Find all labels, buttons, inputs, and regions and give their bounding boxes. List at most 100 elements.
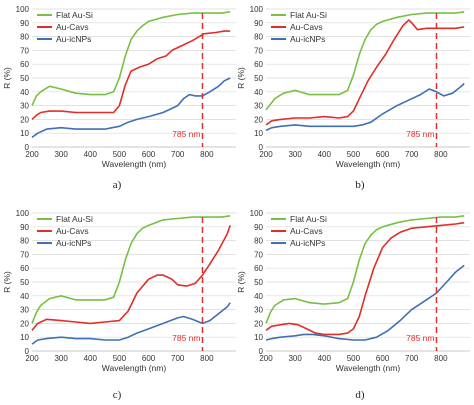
y-tick-label: 0 xyxy=(25,143,30,152)
y-axis-label: R (%) xyxy=(236,67,246,89)
y-tick-label: 20 xyxy=(20,115,29,124)
x-tick-label: 700 xyxy=(405,354,419,363)
y-tick-label: 70 xyxy=(20,250,29,259)
x-tick-label: 700 xyxy=(171,354,185,363)
x-tick-label: 300 xyxy=(288,150,302,159)
x-tick-label: 800 xyxy=(434,354,448,363)
y-tick-label: 0 xyxy=(259,347,264,356)
y-tick-label: 20 xyxy=(20,319,29,328)
x-tick-label: 400 xyxy=(318,150,332,159)
y-axis-label: R (%) xyxy=(2,271,12,293)
series-line-au-cavs xyxy=(31,30,231,120)
panel-caption: a) xyxy=(113,179,122,191)
series-line-au-cavs xyxy=(31,225,231,331)
x-tick-label: 300 xyxy=(54,354,68,363)
y-tick-label: 60 xyxy=(254,264,263,273)
legend-label: Au-Cavs xyxy=(56,22,89,32)
y-tick-label: 10 xyxy=(20,129,29,138)
x-tick-label: 400 xyxy=(318,354,332,363)
series-line-au-icnps xyxy=(31,302,231,345)
chart-panel-4: 0 10 20 30 40 50 60 70 80 90 100 200 300 400 500 600 700… xyxy=(236,209,470,401)
y-tick-label: 10 xyxy=(254,129,263,138)
y-tick-label: 90 xyxy=(20,19,29,28)
x-axis-label: Wavelength (nm) xyxy=(336,159,401,169)
y-tick-label: 40 xyxy=(20,88,29,97)
x-tick-label: 500 xyxy=(113,354,127,363)
y-tick-label: 30 xyxy=(20,306,29,315)
y-axis-label: R (%) xyxy=(2,67,12,89)
legend-label: Au-Cavs xyxy=(290,226,323,236)
wavelength-marker-label: 785 nm xyxy=(172,129,200,139)
panel-caption: b) xyxy=(355,179,365,191)
series-line-flat-au-si xyxy=(31,11,231,106)
wavelength-marker-label: 785 nm xyxy=(406,129,434,139)
legend-label: Au-Cavs xyxy=(290,22,323,32)
x-tick-label: 600 xyxy=(142,354,156,363)
y-tick-label: 30 xyxy=(254,306,263,315)
x-tick-label: 400 xyxy=(84,354,98,363)
y-tick-label: 20 xyxy=(254,115,263,124)
chart-panel-2: 0 10 20 30 40 50 60 70 80 90 100 200 300 400 500 600 700… xyxy=(236,5,470,191)
x-tick-label: 200 xyxy=(25,150,39,159)
x-tick-label: 200 xyxy=(259,354,273,363)
x-axis-label: Wavelength (nm) xyxy=(336,363,401,373)
legend-label: Flat Au-Si xyxy=(290,214,327,224)
legend-label: Flat Au-Si xyxy=(290,10,327,20)
x-tick-label: 800 xyxy=(434,150,448,159)
x-tick-label: 200 xyxy=(25,354,39,363)
y-tick-label: 0 xyxy=(259,143,264,152)
chart-panel-3: 0 10 20 30 40 50 60 70 80 90 100 200 300 400 500 600 700… xyxy=(2,209,236,401)
y-tick-label: 40 xyxy=(20,292,29,301)
y-tick-label: 70 xyxy=(254,46,263,55)
legend-label: Au-Cavs xyxy=(56,226,89,236)
x-tick-label: 700 xyxy=(171,150,185,159)
y-tick-label: 90 xyxy=(254,223,263,232)
y-tick-label: 50 xyxy=(254,278,263,287)
y-tick-label: 30 xyxy=(254,102,263,111)
y-tick-label: 90 xyxy=(20,223,29,232)
y-tick-label: 100 xyxy=(250,5,264,14)
x-axis-label: Wavelength (nm) xyxy=(102,363,167,373)
panel-caption: d) xyxy=(355,389,365,401)
chart-panel-1: 0 10 20 30 40 50 60 70 80 90 100 200 300 400 500 600 700… xyxy=(2,5,236,191)
y-axis-label: R (%) xyxy=(236,271,246,293)
y-tick-label: 80 xyxy=(254,33,263,42)
x-tick-label: 800 xyxy=(200,150,214,159)
series-line-au-cavs xyxy=(265,19,465,126)
x-tick-label: 500 xyxy=(347,354,361,363)
y-tick-label: 70 xyxy=(254,250,263,259)
y-tick-label: 40 xyxy=(254,88,263,97)
series-line-au-icnps xyxy=(31,77,231,138)
y-tick-label: 90 xyxy=(254,19,263,28)
x-tick-label: 600 xyxy=(376,354,390,363)
y-tick-label: 80 xyxy=(254,237,263,246)
series-line-au-cavs xyxy=(265,221,465,336)
x-tick-label: 400 xyxy=(84,150,98,159)
y-tick-label: 60 xyxy=(20,264,29,273)
wavelength-marker-label: 785 nm xyxy=(406,333,434,343)
legend-label: Au-icNPs xyxy=(290,34,325,44)
y-tick-label: 30 xyxy=(20,102,29,111)
x-tick-label: 500 xyxy=(347,150,361,159)
series-line-au-icnps xyxy=(265,264,465,341)
y-tick-label: 100 xyxy=(16,209,30,218)
y-tick-label: 10 xyxy=(20,333,29,342)
series-line-au-icnps xyxy=(265,82,465,132)
panel-caption: c) xyxy=(113,389,122,401)
legend-label: Flat Au-Si xyxy=(56,214,93,224)
series-line-flat-au-si xyxy=(265,11,465,111)
y-tick-label: 70 xyxy=(20,46,29,55)
legend-label: Au-icNPs xyxy=(56,34,91,44)
y-tick-label: 20 xyxy=(254,319,263,328)
x-tick-label: 500 xyxy=(113,150,127,159)
y-tick-label: 60 xyxy=(254,60,263,69)
y-tick-label: 40 xyxy=(254,292,263,301)
series-line-flat-au-si xyxy=(265,215,465,324)
y-tick-label: 80 xyxy=(20,237,29,246)
wavelength-marker-label: 785 nm xyxy=(172,333,200,343)
x-axis-label: Wavelength (nm) xyxy=(102,159,167,169)
x-tick-label: 200 xyxy=(259,150,273,159)
y-tick-label: 10 xyxy=(254,333,263,342)
x-tick-label: 300 xyxy=(288,354,302,363)
